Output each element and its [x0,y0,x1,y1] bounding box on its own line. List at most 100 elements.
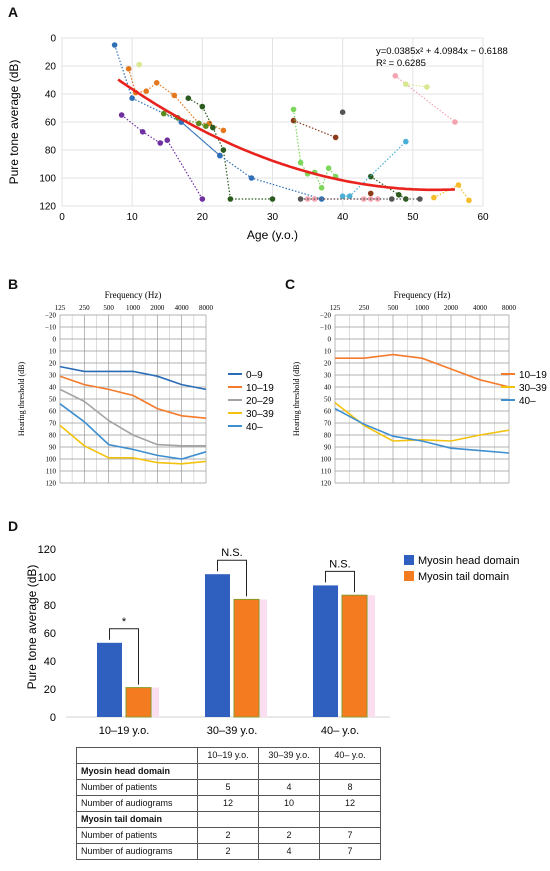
threshold-label: 50 [324,396,332,404]
data-point [346,193,353,199]
data-point [396,192,402,198]
table-cell: 2 [197,827,259,844]
threshold-label: 70 [49,420,57,428]
threshold-label: 20 [49,360,57,368]
threshold-label: 0 [328,336,332,344]
bar-tail-domain [125,687,152,718]
series-line [334,407,510,454]
table-cell [197,811,259,828]
data-point [318,185,325,191]
legend-label: 30–39 [246,409,274,420]
threshold-label: 40 [49,384,57,392]
table-cell: Myosin head domain [76,763,198,780]
series-line [59,403,207,460]
data-point [199,103,206,110]
data-point [164,137,171,143]
table-cell: Number of patients [76,779,198,796]
subject-line [394,75,456,123]
table-row: Number of patients 5 4 8 [76,779,381,796]
threshold-label: −20 [45,312,56,320]
table-cell: 12 [197,795,259,812]
significance-bracket [109,628,139,685]
data-point [269,196,276,202]
y-tick-label: 20 [44,684,56,696]
summary-table: 10–19 y.o. 30–39 y.o. 40– y.o. Myosin head … [76,747,381,860]
y-tick-label: 80 [45,146,57,157]
data-point [160,110,167,117]
y-tick-label: 0 [50,712,56,724]
table-section-row: Myosin tail domain [76,811,381,828]
data-point [248,175,255,181]
threshold-label: 80 [49,432,57,440]
threshold-label: 120 [321,480,332,488]
panel-label-d: D [8,518,19,534]
data-point [227,196,234,202]
threshold-label: 120 [46,480,57,488]
data-point [220,127,227,134]
data-point [339,193,346,199]
table-cell [319,811,381,828]
significance-label: N.S. [221,547,242,559]
chart-b-audiogram: Frequency (Hz)125 250 500 1000 2000 4000 8000−… [17,290,274,488]
table-cell [197,763,259,780]
threshold-label: 30 [49,372,57,380]
chart-title: Frequency (Hz) [394,290,451,300]
table-cell: 10 [258,795,320,812]
frequency-label: 500 [388,304,399,312]
table-cell: 7 [319,827,381,844]
data-point [143,88,149,94]
frequency-label: 2000 [444,304,459,312]
y-axis-label: Hearing threshold (dB) [292,362,301,437]
data-point [220,147,227,153]
threshold-label: 90 [324,444,332,452]
table-cell: 4 [258,843,320,860]
table-cell: 7 [319,843,381,860]
threshold-label: 50 [49,396,57,404]
data-point [388,196,395,202]
threshold-label: 10 [324,348,332,356]
table-cell [319,763,381,780]
data-point [297,196,304,202]
data-point [431,194,437,201]
series-line [59,424,207,465]
y-tick-label: 0 [50,34,56,45]
data-point [111,42,118,48]
data-point [199,196,206,202]
data-point [118,112,125,118]
table-cell [76,747,198,764]
frequency-label: 2000 [150,304,165,312]
frequency-label: 250 [359,304,370,312]
category-label: 10–19 y.o. [99,725,150,737]
data-point [171,92,178,99]
frequency-label: 500 [103,304,114,312]
data-point [297,159,304,166]
x-tick-label: 10 [127,212,139,223]
bar-shadow [151,687,159,717]
subject-line [180,121,322,200]
frequency-label: 4000 [175,304,190,312]
table-cell: 40– y.o. [319,747,381,764]
table-header-row: 10–19 y.o. 30–39 y.o. 40– y.o. [76,747,381,764]
data-point [325,165,332,171]
data-point [290,106,297,113]
series-line [335,353,510,388]
table-cell [258,811,320,828]
threshold-label: 20 [324,360,332,368]
table-row: Number of audiograms 2 4 7 [76,843,381,860]
frequency-label: 8000 [502,304,517,312]
bar-tail-domain [233,598,260,718]
threshold-label: 80 [324,432,332,440]
y-axis-label: Hearing threshold (dB) [17,362,26,437]
table-cell [258,763,320,780]
subject-line [163,113,207,127]
significance-label: * [122,616,127,628]
table-cell: 2 [258,827,320,844]
threshold-label: 70 [324,420,332,428]
threshold-label: 0 [53,336,57,344]
series-line [59,388,206,447]
y-tick-label: 40 [45,90,57,101]
bar-shadow [367,595,375,717]
summary-table-wrap: 10–19 y.o. 30–39 y.o. 40– y.o. Myosin head … [76,747,381,860]
legend-label: 40– [519,396,536,407]
panel-label-c: C [285,276,296,292]
